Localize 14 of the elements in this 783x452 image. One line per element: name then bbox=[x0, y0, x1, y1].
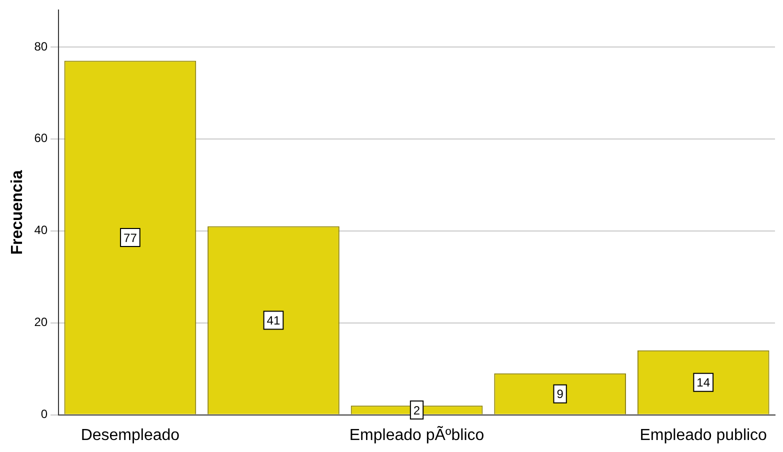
y-tick-label: 40 bbox=[34, 223, 48, 238]
data-label: 14 bbox=[696, 376, 710, 390]
x-tick-label: Empleado publico bbox=[640, 426, 768, 444]
data-label: 2 bbox=[413, 403, 420, 418]
y-tick-label: 80 bbox=[34, 39, 48, 54]
x-tick-label: Empleado pÃºblico bbox=[349, 424, 484, 444]
data-label: 77 bbox=[124, 230, 138, 245]
x-tick-label: Desempleado bbox=[80, 426, 180, 444]
data-label: 41 bbox=[266, 314, 280, 328]
y-axis-title: Frecuencia bbox=[9, 170, 26, 255]
y-tick-label: 20 bbox=[34, 315, 48, 330]
y-tick-label: 0 bbox=[40, 407, 48, 422]
y-tick-label: 60 bbox=[34, 131, 48, 146]
data-label: 9 bbox=[556, 387, 564, 402]
